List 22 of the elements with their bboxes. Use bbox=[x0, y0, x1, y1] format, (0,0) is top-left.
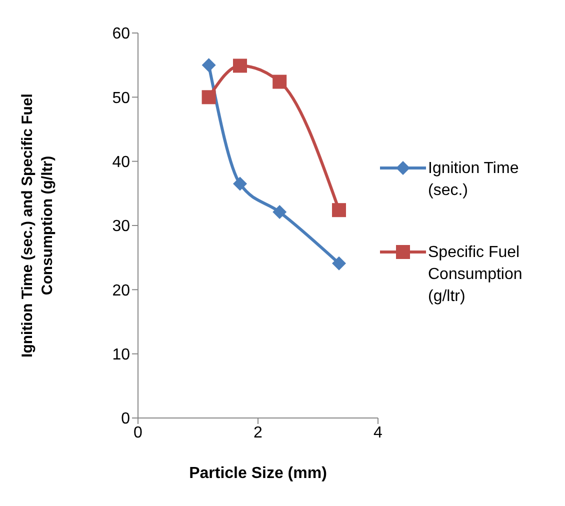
point bbox=[332, 256, 346, 270]
legend-label: Ignition Time (sec.) bbox=[428, 159, 520, 201]
legend-label: Specific Fuel Consumption (g/ltr) bbox=[428, 243, 524, 307]
y-tick-label: 10 bbox=[112, 346, 130, 364]
y-axis-title: Ignition Time (sec.) and Specific Fuel Consumption (g/ltr) bbox=[19, 94, 56, 358]
y-tick-label: 30 bbox=[112, 218, 130, 236]
x-tick-label: 2 bbox=[254, 424, 263, 442]
point bbox=[332, 203, 346, 218]
point bbox=[202, 90, 216, 104]
y-tick-label: 0 bbox=[121, 410, 130, 428]
point bbox=[233, 58, 247, 73]
point bbox=[272, 74, 287, 89]
y-tick-label: 20 bbox=[112, 282, 130, 300]
point bbox=[272, 205, 287, 220]
x-tick-label: 4 bbox=[374, 424, 383, 442]
y-tick-label: 60 bbox=[112, 26, 130, 43]
y-tick-label: 40 bbox=[112, 154, 130, 172]
x-axis-title: Particle Size (mm) bbox=[189, 465, 327, 482]
point bbox=[202, 58, 216, 72]
y-tick-label: 50 bbox=[112, 90, 130, 107]
point bbox=[233, 176, 247, 191]
x-tick-label: 0 bbox=[134, 424, 143, 442]
